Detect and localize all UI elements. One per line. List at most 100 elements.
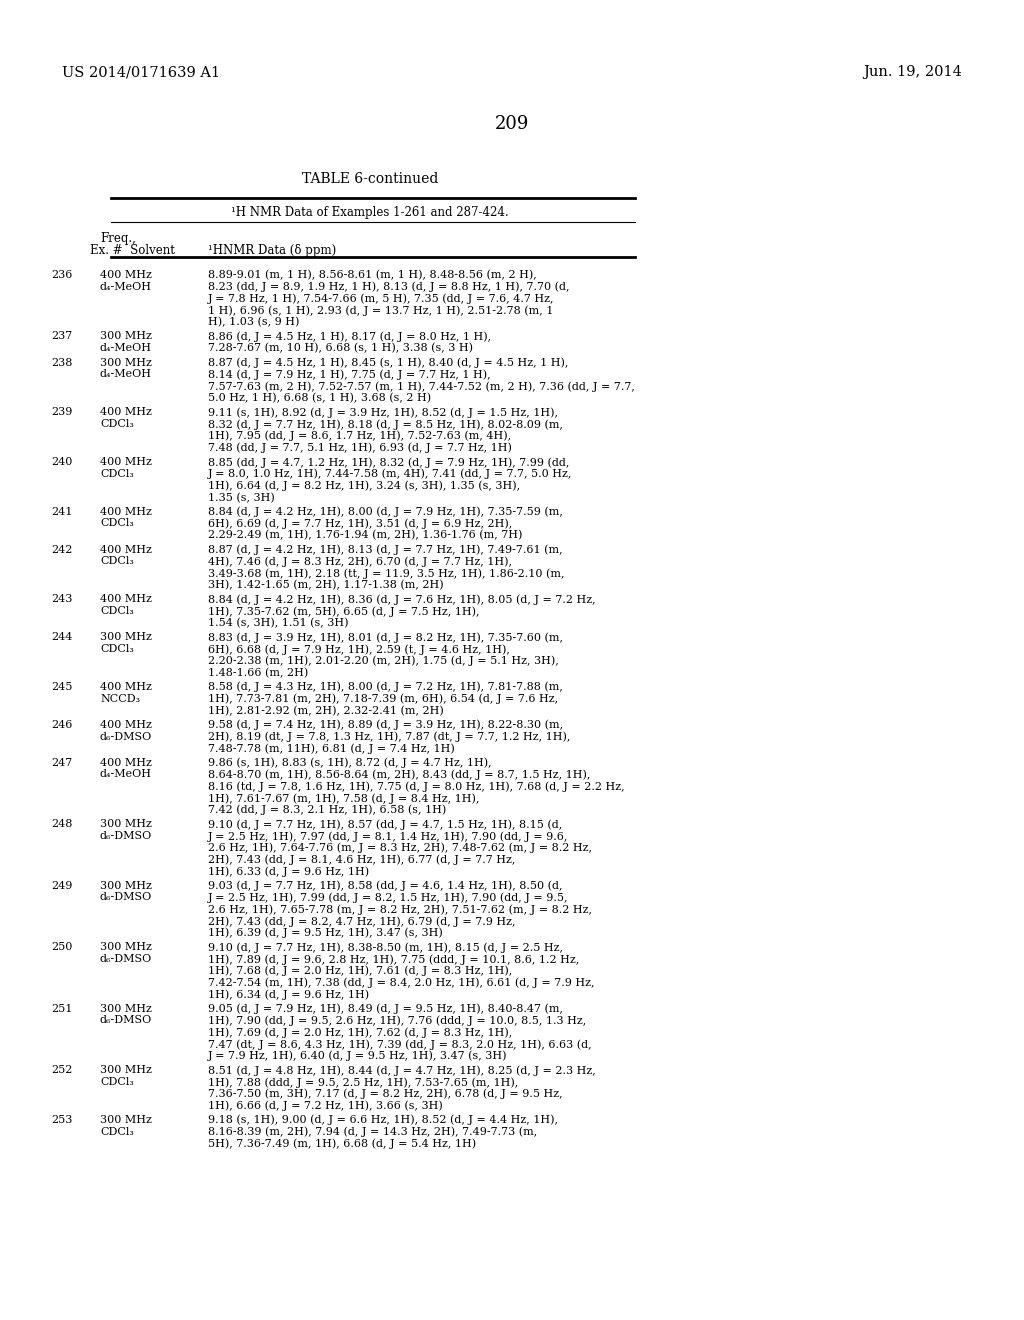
Text: 8.64-8.70 (m, 1H), 8.56-8.64 (m, 2H), 8.43 (dd, J = 8.7, 1.5 Hz, 1H),: 8.64-8.70 (m, 1H), 8.56-8.64 (m, 2H), 8.…: [208, 770, 591, 780]
Text: 2.20-2.38 (m, 1H), 2.01-2.20 (m, 2H), 1.75 (d, J = 5.1 Hz, 3H),: 2.20-2.38 (m, 1H), 2.01-2.20 (m, 2H), 1.…: [208, 656, 559, 667]
Text: 4H), 7.46 (d, J = 8.3 Hz, 2H), 6.70 (d, J = 7.7 Hz, 1H),: 4H), 7.46 (d, J = 8.3 Hz, 2H), 6.70 (d, …: [208, 557, 512, 568]
Text: 2.6 Hz, 1H), 7.64-7.76 (m, J = 8.3 Hz, 2H), 7.48-7.62 (m, J = 8.2 Hz,: 2.6 Hz, 1H), 7.64-7.76 (m, J = 8.3 Hz, 2…: [208, 842, 592, 853]
Text: 400 MHz: 400 MHz: [100, 758, 152, 768]
Text: J = 2.5 Hz, 1H), 7.99 (dd, J = 8.2, 1.5 Hz, 1H), 7.90 (dd, J = 9.5,: J = 2.5 Hz, 1H), 7.99 (dd, J = 8.2, 1.5 …: [208, 892, 568, 903]
Text: 8.89-9.01 (m, 1 H), 8.56-8.61 (m, 1 H), 8.48-8.56 (m, 2 H),: 8.89-9.01 (m, 1 H), 8.56-8.61 (m, 1 H), …: [208, 271, 537, 280]
Text: ¹H NMR Data of Examples 1-261 and 287-424.: ¹H NMR Data of Examples 1-261 and 287-42…: [231, 206, 509, 219]
Text: 5H), 7.36-7.49 (m, 1H), 6.68 (d, J = 5.4 Hz, 1H): 5H), 7.36-7.49 (m, 1H), 6.68 (d, J = 5.4…: [208, 1138, 476, 1150]
Text: 9.11 (s, 1H), 8.92 (d, J = 3.9 Hz, 1H), 8.52 (d, J = 1.5 Hz, 1H),: 9.11 (s, 1H), 8.92 (d, J = 3.9 Hz, 1H), …: [208, 408, 558, 418]
Text: CDCl₃: CDCl₃: [100, 606, 134, 616]
Text: 239: 239: [51, 408, 73, 417]
Text: ¹HNMR Data (δ ppm): ¹HNMR Data (δ ppm): [208, 244, 336, 257]
Text: 300 MHz: 300 MHz: [100, 331, 152, 342]
Text: 9.03 (d, J = 7.7 Hz, 1H), 8.58 (dd, J = 4.6, 1.4 Hz, 1H), 8.50 (d,: 9.03 (d, J = 7.7 Hz, 1H), 8.58 (dd, J = …: [208, 880, 562, 891]
Text: 8.16-8.39 (m, 2H), 7.94 (d, J = 14.3 Hz, 2H), 7.49-7.73 (m,: 8.16-8.39 (m, 2H), 7.94 (d, J = 14.3 Hz,…: [208, 1127, 538, 1138]
Text: Freq.,: Freq.,: [100, 232, 136, 246]
Text: 7.48-7.78 (m, 11H), 6.81 (d, J = 7.4 Hz, 1H): 7.48-7.78 (m, 11H), 6.81 (d, J = 7.4 Hz,…: [208, 743, 455, 754]
Text: CDCl₃: CDCl₃: [100, 1077, 134, 1086]
Text: 252: 252: [51, 1065, 73, 1076]
Text: 1H), 7.88 (ddd, J = 9.5, 2.5 Hz, 1H), 7.53-7.65 (m, 1H),: 1H), 7.88 (ddd, J = 9.5, 2.5 Hz, 1H), 7.…: [208, 1077, 518, 1088]
Text: 1H), 2.81-2.92 (m, 2H), 2.32-2.41 (m, 2H): 1H), 2.81-2.92 (m, 2H), 2.32-2.41 (m, 2H…: [208, 705, 443, 715]
Text: 243: 243: [51, 594, 73, 605]
Text: 9.58 (d, J = 7.4 Hz, 1H), 8.89 (d, J = 3.9 Hz, 1H), 8.22-8.30 (m,: 9.58 (d, J = 7.4 Hz, 1H), 8.89 (d, J = 3…: [208, 719, 563, 730]
Text: 1H), 7.89 (d, J = 9.6, 2.8 Hz, 1H), 7.75 (ddd, J = 10.1, 8.6, 1.2 Hz,: 1H), 7.89 (d, J = 9.6, 2.8 Hz, 1H), 7.75…: [208, 954, 580, 965]
Text: 9.86 (s, 1H), 8.83 (s, 1H), 8.72 (d, J = 4.7 Hz, 1H),: 9.86 (s, 1H), 8.83 (s, 1H), 8.72 (d, J =…: [208, 758, 492, 768]
Text: 300 MHz: 300 MHz: [100, 632, 152, 643]
Text: H), 1.03 (s, 9 H): H), 1.03 (s, 9 H): [208, 317, 299, 327]
Text: 300 MHz: 300 MHz: [100, 880, 152, 891]
Text: 8.51 (d, J = 4.8 Hz, 1H), 8.44 (d, J = 4.7 Hz, 1H), 8.25 (d, J = 2.3 Hz,: 8.51 (d, J = 4.8 Hz, 1H), 8.44 (d, J = 4…: [208, 1065, 596, 1076]
Text: 400 MHz: 400 MHz: [100, 408, 152, 417]
Text: J = 8.0, 1.0 Hz, 1H), 7.44-7.58 (m, 4H), 7.41 (dd, J = 7.7, 5.0 Hz,: J = 8.0, 1.0 Hz, 1H), 7.44-7.58 (m, 4H),…: [208, 469, 572, 479]
Text: 8.83 (d, J = 3.9 Hz, 1H), 8.01 (d, J = 8.2 Hz, 1H), 7.35-7.60 (m,: 8.83 (d, J = 3.9 Hz, 1H), 8.01 (d, J = 8…: [208, 632, 563, 643]
Text: 300 MHz: 300 MHz: [100, 820, 152, 829]
Text: 1H), 7.35-7.62 (m, 5H), 6.65 (d, J = 7.5 Hz, 1H),: 1H), 7.35-7.62 (m, 5H), 6.65 (d, J = 7.5…: [208, 606, 479, 616]
Text: 236: 236: [51, 271, 73, 280]
Text: d₆-DMSO: d₆-DMSO: [100, 731, 153, 742]
Text: 6H), 6.68 (d, J = 7.9 Hz, 1H), 2.59 (t, J = 4.6 Hz, 1H),: 6H), 6.68 (d, J = 7.9 Hz, 1H), 2.59 (t, …: [208, 644, 510, 655]
Text: 300 MHz: 300 MHz: [100, 1065, 152, 1076]
Text: 238: 238: [51, 358, 73, 367]
Text: 245: 245: [51, 682, 73, 692]
Text: 244: 244: [51, 632, 73, 643]
Text: d₄-MeOH: d₄-MeOH: [100, 281, 152, 292]
Text: CDCl₃: CDCl₃: [100, 644, 134, 653]
Text: 8.84 (d, J = 4.2 Hz, 1H), 8.36 (d, J = 7.6 Hz, 1H), 8.05 (d, J = 7.2 Hz,: 8.84 (d, J = 4.2 Hz, 1H), 8.36 (d, J = 7…: [208, 594, 596, 605]
Text: 5.0 Hz, 1 H), 6.68 (s, 1 H), 3.68 (s, 2 H): 5.0 Hz, 1 H), 6.68 (s, 1 H), 3.68 (s, 2 …: [208, 393, 431, 404]
Text: 9.18 (s, 1H), 9.00 (d, J = 6.6 Hz, 1H), 8.52 (d, J = 4.4 Hz, 1H),: 9.18 (s, 1H), 9.00 (d, J = 6.6 Hz, 1H), …: [208, 1115, 558, 1126]
Text: CDCl₃: CDCl₃: [100, 519, 134, 528]
Text: 1H), 7.73-7.81 (m, 2H), 7.18-7.39 (m, 6H), 6.54 (d, J = 7.6 Hz,: 1H), 7.73-7.81 (m, 2H), 7.18-7.39 (m, 6H…: [208, 694, 558, 705]
Text: 8.58 (d, J = 4.3 Hz, 1H), 8.00 (d, J = 7.2 Hz, 1H), 7.81-7.88 (m,: 8.58 (d, J = 4.3 Hz, 1H), 8.00 (d, J = 7…: [208, 682, 563, 693]
Text: 250: 250: [51, 942, 73, 952]
Text: 400 MHz: 400 MHz: [100, 545, 152, 554]
Text: d₆-DMSO: d₆-DMSO: [100, 832, 153, 841]
Text: 2H), 7.43 (dd, J = 8.2, 4.7 Hz, 1H), 6.79 (d, J = 7.9 Hz,: 2H), 7.43 (dd, J = 8.2, 4.7 Hz, 1H), 6.7…: [208, 916, 515, 927]
Text: 237: 237: [52, 331, 73, 342]
Text: 400 MHz: 400 MHz: [100, 594, 152, 605]
Text: 1.35 (s, 3H): 1.35 (s, 3H): [208, 492, 274, 503]
Text: 8.14 (d, J = 7.9 Hz, 1 H), 7.75 (d, J = 7.7 Hz, 1 H),: 8.14 (d, J = 7.9 Hz, 1 H), 7.75 (d, J = …: [208, 370, 490, 380]
Text: 209: 209: [495, 115, 529, 133]
Text: 7.48 (dd, J = 7.7, 5.1 Hz, 1H), 6.93 (d, J = 7.7 Hz, 1H): 7.48 (dd, J = 7.7, 5.1 Hz, 1H), 6.93 (d,…: [208, 442, 512, 453]
Text: 400 MHz: 400 MHz: [100, 507, 152, 516]
Text: 8.16 (td, J = 7.8, 1.6 Hz, 1H), 7.75 (d, J = 8.0 Hz, 1H), 7.68 (d, J = 2.2 Hz,: 8.16 (td, J = 7.8, 1.6 Hz, 1H), 7.75 (d,…: [208, 781, 625, 792]
Text: J = 2.5 Hz, 1H), 7.97 (dd, J = 8.1, 1.4 Hz, 1H), 7.90 (dd, J = 9.6,: J = 2.5 Hz, 1H), 7.97 (dd, J = 8.1, 1.4 …: [208, 832, 568, 842]
Text: 400 MHz: 400 MHz: [100, 682, 152, 692]
Text: 8.87 (d, J = 4.5 Hz, 1 H), 8.45 (s, 1 H), 8.40 (d, J = 4.5 Hz, 1 H),: 8.87 (d, J = 4.5 Hz, 1 H), 8.45 (s, 1 H)…: [208, 358, 568, 368]
Text: 6H), 6.69 (d, J = 7.7 Hz, 1H), 3.51 (d, J = 6.9 Hz, 2H),: 6H), 6.69 (d, J = 7.7 Hz, 1H), 3.51 (d, …: [208, 519, 512, 529]
Text: 1 H), 6.96 (s, 1 H), 2.93 (d, J = 13.7 Hz, 1 H), 2.51-2.78 (m, 1: 1 H), 6.96 (s, 1 H), 2.93 (d, J = 13.7 H…: [208, 305, 553, 315]
Text: 9.10 (d, J = 7.7 Hz, 1H), 8.57 (dd, J = 4.7, 1.5 Hz, 1H), 8.15 (d,: 9.10 (d, J = 7.7 Hz, 1H), 8.57 (dd, J = …: [208, 820, 562, 830]
Text: 1H), 7.68 (d, J = 2.0 Hz, 1H), 7.61 (d, J = 8.3 Hz, 1H),: 1H), 7.68 (d, J = 2.0 Hz, 1H), 7.61 (d, …: [208, 966, 512, 977]
Text: 240: 240: [51, 457, 73, 467]
Text: 1.54 (s, 3H), 1.51 (s, 3H): 1.54 (s, 3H), 1.51 (s, 3H): [208, 618, 348, 628]
Text: 1H), 7.61-7.67 (m, 1H), 7.58 (d, J = 8.4 Hz, 1H),: 1H), 7.61-7.67 (m, 1H), 7.58 (d, J = 8.4…: [208, 793, 479, 804]
Text: 247: 247: [52, 758, 73, 768]
Text: TABLE 6-continued: TABLE 6-continued: [302, 172, 438, 186]
Text: d₄-MeOH: d₄-MeOH: [100, 770, 152, 780]
Text: 7.36-7.50 (m, 3H), 7.17 (d, J = 8.2 Hz, 2H), 6.78 (d, J = 9.5 Hz,: 7.36-7.50 (m, 3H), 7.17 (d, J = 8.2 Hz, …: [208, 1089, 562, 1100]
Text: 249: 249: [51, 880, 73, 891]
Text: 3H), 1.42-1.65 (m, 2H), 1.17-1.38 (m, 2H): 3H), 1.42-1.65 (m, 2H), 1.17-1.38 (m, 2H…: [208, 579, 443, 590]
Text: 1H), 6.66 (d, J = 7.2 Hz, 1H), 3.66 (s, 3H): 1H), 6.66 (d, J = 7.2 Hz, 1H), 3.66 (s, …: [208, 1101, 442, 1111]
Text: 9.10 (d, J = 7.7 Hz, 1H), 8.38-8.50 (m, 1H), 8.15 (d, J = 2.5 Hz,: 9.10 (d, J = 7.7 Hz, 1H), 8.38-8.50 (m, …: [208, 942, 563, 953]
Text: 1H), 7.95 (dd, J = 8.6, 1.7 Hz, 1H), 7.52-7.63 (m, 4H),: 1H), 7.95 (dd, J = 8.6, 1.7 Hz, 1H), 7.5…: [208, 430, 511, 441]
Text: 2H), 7.43 (dd, J = 8.1, 4.6 Hz, 1H), 6.77 (d, J = 7.7 Hz,: 2H), 7.43 (dd, J = 8.1, 4.6 Hz, 1H), 6.7…: [208, 854, 515, 865]
Text: d₆-DMSO: d₆-DMSO: [100, 954, 153, 964]
Text: 7.28-7.67 (m, 10 H), 6.68 (s, 1 H), 3.38 (s, 3 H): 7.28-7.67 (m, 10 H), 6.68 (s, 1 H), 3.38…: [208, 343, 473, 354]
Text: d₆-DMSO: d₆-DMSO: [100, 892, 153, 903]
Text: 8.32 (d, J = 7.7 Hz, 1H), 8.18 (d, J = 8.5 Hz, 1H), 8.02-8.09 (m,: 8.32 (d, J = 7.7 Hz, 1H), 8.18 (d, J = 8…: [208, 418, 563, 430]
Text: 8.85 (dd, J = 4.7, 1.2 Hz, 1H), 8.32 (d, J = 7.9 Hz, 1H), 7.99 (dd,: 8.85 (dd, J = 4.7, 1.2 Hz, 1H), 8.32 (d,…: [208, 457, 569, 467]
Text: 8.23 (dd, J = 8.9, 1.9 Hz, 1 H), 8.13 (d, J = 8.8 Hz, 1 H), 7.70 (d,: 8.23 (dd, J = 8.9, 1.9 Hz, 1 H), 8.13 (d…: [208, 281, 569, 292]
Text: 1H), 7.69 (d, J = 2.0 Hz, 1H), 7.62 (d, J = 8.3 Hz, 1H),: 1H), 7.69 (d, J = 2.0 Hz, 1H), 7.62 (d, …: [208, 1027, 512, 1038]
Text: 300 MHz: 300 MHz: [100, 942, 152, 952]
Text: d₄-MeOH: d₄-MeOH: [100, 370, 152, 379]
Text: CDCl₃: CDCl₃: [100, 1127, 134, 1137]
Text: 2H), 8.19 (dt, J = 7.8, 1.3 Hz, 1H), 7.87 (dt, J = 7.7, 1.2 Hz, 1H),: 2H), 8.19 (dt, J = 7.8, 1.3 Hz, 1H), 7.8…: [208, 731, 570, 742]
Text: 7.42-7.54 (m, 1H), 7.38 (dd, J = 8.4, 2.0 Hz, 1H), 6.61 (d, J = 7.9 Hz,: 7.42-7.54 (m, 1H), 7.38 (dd, J = 8.4, 2.…: [208, 978, 595, 989]
Text: d₄-MeOH: d₄-MeOH: [100, 343, 152, 354]
Text: 8.87 (d, J = 4.2 Hz, 1H), 8.13 (d, J = 7.7 Hz, 1H), 7.49-7.61 (m,: 8.87 (d, J = 4.2 Hz, 1H), 8.13 (d, J = 7…: [208, 545, 562, 556]
Text: 400 MHz: 400 MHz: [100, 719, 152, 730]
Text: US 2014/0171639 A1: US 2014/0171639 A1: [62, 65, 220, 79]
Text: 1H), 6.39 (d, J = 9.5 Hz, 1H), 3.47 (s, 3H): 1H), 6.39 (d, J = 9.5 Hz, 1H), 3.47 (s, …: [208, 928, 442, 939]
Text: 8.86 (d, J = 4.5 Hz, 1 H), 8.17 (d, J = 8.0 Hz, 1 H),: 8.86 (d, J = 4.5 Hz, 1 H), 8.17 (d, J = …: [208, 331, 492, 342]
